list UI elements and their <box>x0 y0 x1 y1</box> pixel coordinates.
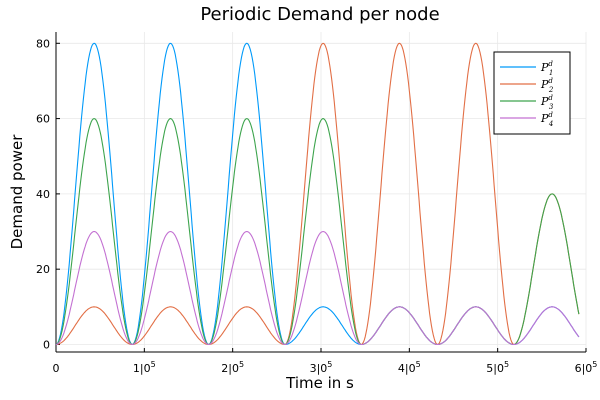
y-axis-label: Demand power <box>8 134 26 250</box>
y-tick-label-3: 60 <box>36 113 50 126</box>
x-axis-label: Time in s <box>285 374 354 392</box>
series-line-3 <box>55 118 580 346</box>
y-tick-label-0: 0 <box>43 338 50 351</box>
x-tick-label-2: 2|05 <box>221 360 244 375</box>
chart-title: Periodic Demand per node <box>200 4 439 25</box>
x-tick-label-4: 4|05 <box>398 360 421 375</box>
x-tick-label-3: 3|05 <box>310 360 333 375</box>
tick-labels: 0 1|05 2|05 3|05 4|05 5|05 6|05 0 20 40 60 80 <box>36 37 597 375</box>
legend-box <box>493 51 571 135</box>
legend-label-3: Pd 3 <box>540 94 554 111</box>
x-tick-label-6: 6|05 <box>575 360 598 375</box>
axes <box>55 32 587 353</box>
x-tick-label-0: 0 <box>53 362 60 375</box>
y-tick-label-4: 80 <box>36 37 50 50</box>
series-lines <box>55 42 580 346</box>
y-tick-label-1: 20 <box>36 263 50 276</box>
series-line-2 <box>55 42 580 346</box>
x-tick-label-5: 5|05 <box>486 360 509 375</box>
series-line-4 <box>55 230 580 346</box>
legend: Pd 1Pd 2Pd 3Pd 4 <box>493 51 571 135</box>
y-tick-label-2: 40 <box>36 188 50 201</box>
legend-label-1: Pd 1 <box>540 60 553 77</box>
legend-label-4: Pd 4 <box>540 111 553 128</box>
legend-label-2: Pd 2 <box>540 77 554 94</box>
x-tick-label-1: 1|05 <box>133 360 156 375</box>
